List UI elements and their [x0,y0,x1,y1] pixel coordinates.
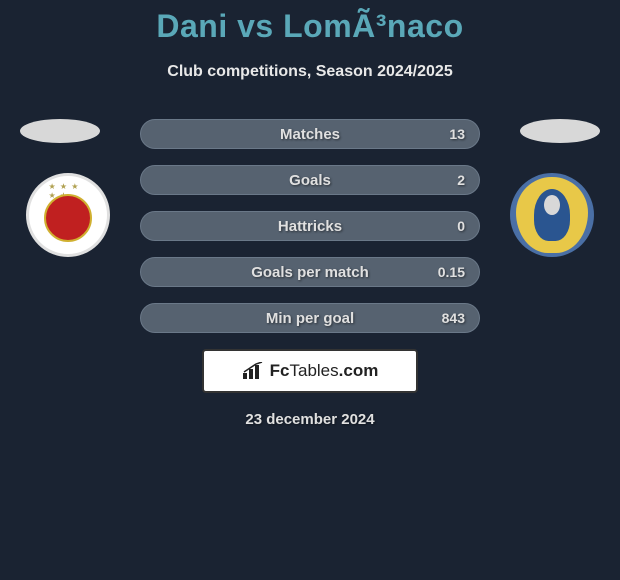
bar-chart-icon [242,362,264,380]
stat-value-right: 0 [457,218,465,234]
stat-value-right: 843 [442,310,465,326]
stats-area: ★ ★ ★ ★ ★ Matches 13 Goals 2 Hattricks 0 [0,119,620,428]
stat-row-goals-per-match: Goals per match 0.15 [140,257,480,287]
crest-emblem-left [44,194,92,242]
stat-label: Hattricks [278,218,342,235]
comparison-card: Dani vs LomÃ³naco Club competitions, Sea… [0,0,620,428]
stat-row-min-per-goal: Min per goal 843 [140,303,480,333]
brand-light: Tables [290,361,339,380]
club-crest-left: ★ ★ ★ ★ ★ [26,173,110,257]
player-marker-left [20,119,100,143]
crest-shield-right [516,177,588,253]
stat-rows: Matches 13 Goals 2 Hattricks 0 Goals per… [140,119,480,333]
brand-logo-box: FcTables.com [202,349,418,393]
page-subtitle: Club competitions, Season 2024/2025 [0,63,620,81]
stat-value-right: 13 [449,126,465,142]
brand-text: FcTables.com [270,361,379,381]
stat-value-right: 0.15 [438,264,465,280]
stat-label: Matches [280,126,340,143]
brand-bold: Fc [270,361,290,380]
stat-label: Goals [289,172,331,189]
player-marker-right [520,119,600,143]
page-title: Dani vs LomÃ³naco [0,8,620,45]
date-text: 23 december 2024 [0,411,620,428]
stat-value-right: 2 [457,172,465,188]
brand-suffix: .com [339,361,379,380]
crest-figure-icon [534,189,570,241]
stat-label: Goals per match [251,264,369,281]
club-crest-right [510,173,594,257]
stat-row-matches: Matches 13 [140,119,480,149]
stat-row-hattricks: Hattricks 0 [140,211,480,241]
stat-row-goals: Goals 2 [140,165,480,195]
stat-label: Min per goal [266,310,354,327]
